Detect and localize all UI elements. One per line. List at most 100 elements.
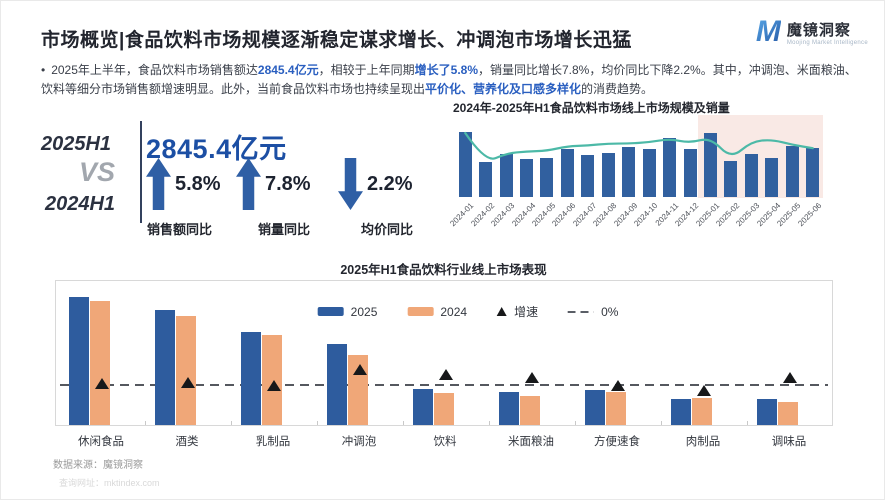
axis-tick — [231, 421, 232, 425]
down-arrow-icon — [338, 158, 363, 210]
axis-tick — [575, 421, 576, 425]
period-comparison: 2025H1 VS 2024H1 2845.4亿元 5.8% 7.8% 2.2%… — [41, 119, 451, 241]
bar-2025 — [155, 309, 175, 425]
summary-bullet: • 2025年上半年，食品饮料市场销售额达2845.4亿元，相较于上年同期增长了5… — [41, 61, 857, 99]
axis-tick — [145, 421, 146, 425]
stat-price-label: 均价同比 — [361, 222, 414, 237]
growth-marker-icon — [267, 379, 281, 391]
bar-2024 — [90, 300, 110, 425]
bar-2025 — [757, 399, 777, 425]
growth-marker-icon — [697, 384, 711, 396]
legend-2024: 2024 — [407, 305, 467, 319]
month-bar — [560, 148, 574, 197]
bar-2024 — [778, 401, 798, 425]
zero-growth-line — [60, 384, 828, 386]
growth-marker-icon — [95, 378, 109, 390]
axis-tick — [403, 421, 404, 425]
month-bar — [520, 159, 534, 197]
stat-sales-growth: 5.8% — [175, 173, 221, 195]
bar-2025 — [499, 391, 519, 425]
stat-volume-growth: 7.8% — [265, 173, 311, 195]
month-bar — [744, 154, 758, 197]
month-bar — [765, 158, 779, 197]
month-bar — [479, 161, 493, 197]
legend-2024-swatch-icon — [407, 307, 434, 316]
growth-marker-icon — [353, 363, 367, 375]
growth-marker-icon — [525, 371, 539, 383]
volume-line — [464, 131, 814, 160]
month-bar — [499, 154, 513, 197]
month-bar — [642, 148, 656, 197]
legend-triangle-icon — [497, 307, 508, 316]
bar-2025 — [241, 331, 261, 425]
growth-marker-icon — [181, 376, 195, 388]
period-2025-label: 2025H1 — [41, 133, 112, 155]
legend-growth: 增速 — [497, 303, 538, 320]
brand-logo: M 魔镜洞察 Moojing Market Intelligence — [756, 17, 868, 47]
category-axis-label: 酒类 — [175, 436, 199, 448]
category-axis-label: 冲调泡 — [341, 436, 377, 448]
axis-tick — [661, 421, 662, 425]
brand-logo-m-icon: M — [755, 15, 781, 48]
month-bar — [724, 161, 738, 197]
growth-marker-icon — [439, 369, 453, 381]
category-axis-label: 休闲食品 — [78, 436, 124, 448]
bar-2024 — [176, 316, 196, 425]
legend-zero-label: 0% — [601, 304, 619, 319]
month-bar — [806, 148, 820, 197]
month-bar — [785, 146, 799, 197]
month-bar — [622, 146, 636, 197]
stat-price-change: 2.2% — [367, 173, 413, 195]
period-2024-label: 2024H1 — [45, 193, 116, 215]
category-axis-label: 米面粮油 — [508, 436, 554, 448]
growth-marker-icon — [783, 371, 797, 383]
summary-text: 2025年上半年，食品饮料市场销售额达2845.4亿元，相较于上年同期增长了5.… — [41, 63, 857, 96]
stat-sales-label: 销售额同比 — [147, 222, 213, 237]
kpi-stats: 2845.4亿元 5.8% 7.8% 2.2% 销售额同比 销量同比 均价同比 — [146, 131, 446, 241]
bullet-dot: • — [41, 63, 46, 77]
legend-2025-label: 2025 — [350, 304, 378, 319]
bar-2025 — [69, 297, 89, 425]
legend-dash-icon — [568, 310, 595, 313]
month-bar — [601, 152, 615, 197]
vs-label: VS — [78, 157, 116, 187]
axis-tick — [317, 421, 318, 425]
divider-line — [140, 121, 142, 223]
monthly-trend-chart: 2024年-2025年H1食品饮料市场线上市场规模及销量 2024-01 2024… — [448, 99, 881, 249]
watermark-url: 查询网址：mktindex.com — [59, 478, 160, 488]
stat-volume-label: 销量同比 — [258, 222, 311, 237]
monthly-chart-title: 2024年-2025年H1食品饮料市场线上市场规模及销量 — [453, 101, 730, 115]
bar-2025 — [327, 344, 347, 425]
month-bar — [540, 158, 554, 197]
category-chart-plot: 2025 2024 增速 0% — [55, 280, 833, 426]
bar-2025 — [413, 389, 433, 425]
monthly-chart-plot: 2024-01 2024-02 2024-03 2024-04 2024-05 2024-… — [448, 115, 823, 228]
month-bar — [704, 133, 718, 197]
axis-tick — [489, 421, 490, 425]
legend-2024-label: 2024 — [440, 304, 468, 319]
growth-marker-icon — [611, 379, 625, 391]
legend-zero: 0% — [568, 305, 618, 319]
bar-2024 — [606, 391, 626, 425]
category-axis-label: 肉制品 — [685, 436, 721, 448]
data-source: 数据来源：魔镜洞察 — [53, 460, 143, 471]
category-axis-label: 饮料 — [433, 436, 457, 448]
chart-legend: 2025 2024 增速 0% — [317, 303, 618, 320]
category-axis-label: 调味品 — [771, 436, 807, 448]
axis-tick — [747, 421, 748, 425]
month-bar — [581, 154, 595, 197]
month-bar — [683, 148, 697, 197]
category-axis-label: 方便速食 — [594, 436, 640, 448]
bar-2025 — [585, 390, 605, 425]
legend-2025-swatch-icon — [317, 307, 344, 316]
brand-name: 魔镜洞察 — [786, 21, 851, 39]
bar-2024 — [692, 398, 712, 425]
headline-value: 2845.4亿元 — [146, 134, 287, 164]
page-title: 市场概览|食品饮料市场规模逐渐稳定谋求增长、冲调泡市场增长迅猛 — [41, 30, 632, 51]
bar-2024 — [434, 393, 454, 425]
bar-2024 — [520, 395, 540, 425]
legend-2025: 2025 — [317, 304, 378, 319]
category-chart-title: 2025年H1食品饮料行业线上市场表现 — [340, 263, 547, 277]
category-axis-label: 乳制品 — [255, 436, 291, 448]
